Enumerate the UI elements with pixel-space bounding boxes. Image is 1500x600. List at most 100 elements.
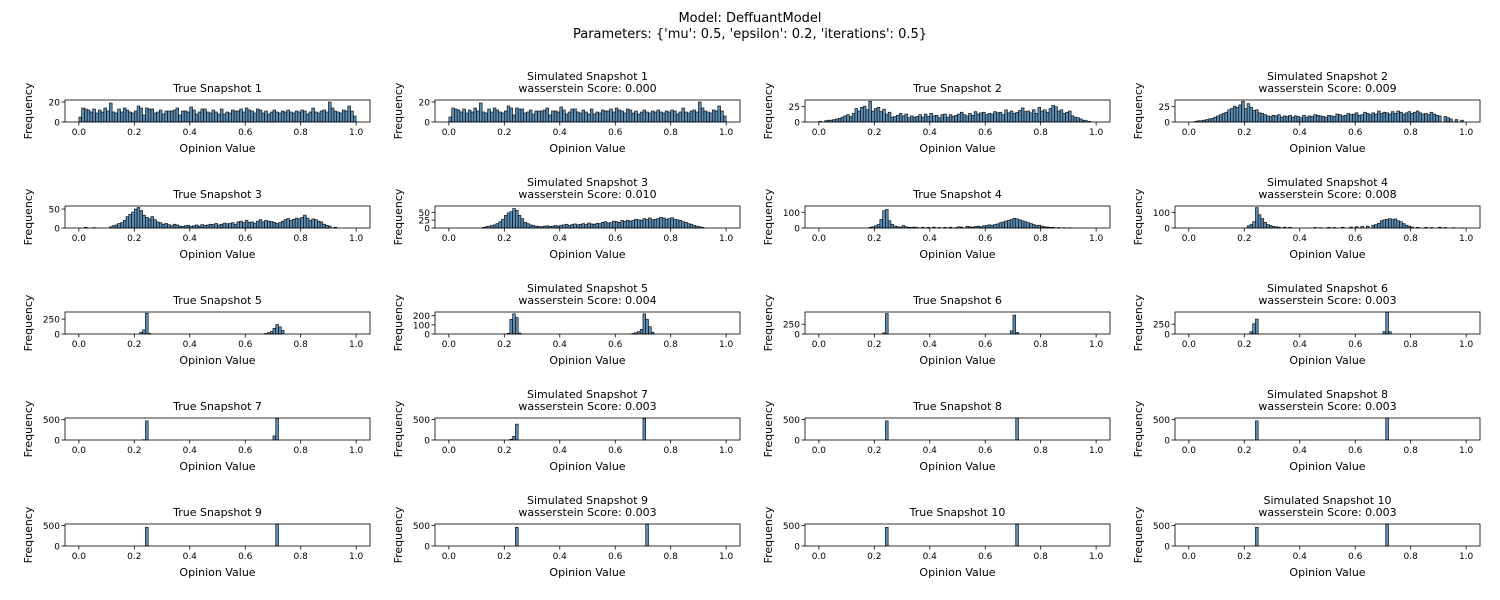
x-tick-label: 1.0 bbox=[349, 446, 364, 456]
x-tick-label: 1.0 bbox=[1089, 446, 1104, 456]
histogram-bar bbox=[167, 224, 171, 229]
histogram-bar bbox=[1385, 311, 1389, 335]
histogram-bar bbox=[172, 223, 177, 229]
histogram-bar bbox=[1263, 222, 1267, 229]
histogram-bar bbox=[1216, 115, 1220, 123]
histogram-bar bbox=[1032, 109, 1036, 123]
histogram-bar bbox=[512, 114, 516, 123]
histogram-bar bbox=[222, 113, 227, 123]
histogram-bar bbox=[339, 112, 343, 123]
x-tick-label: 0.2 bbox=[497, 128, 511, 138]
histogram-bar bbox=[142, 214, 146, 229]
histogram-bar bbox=[687, 112, 691, 123]
x-tick-label: 0.8 bbox=[664, 234, 679, 244]
histogram-bar bbox=[153, 219, 157, 229]
histogram-bar bbox=[581, 109, 586, 123]
x-tick-label: 0.6 bbox=[238, 234, 253, 244]
y-tick-label: 0 bbox=[54, 437, 60, 447]
x-tick-label: 1.0 bbox=[1459, 340, 1474, 350]
x-tick-label: 1.0 bbox=[349, 552, 364, 562]
histogram-bar bbox=[904, 113, 908, 123]
x-tick-label: 0.8 bbox=[664, 552, 679, 562]
histogram-bar bbox=[703, 110, 708, 123]
histogram-bar bbox=[1368, 114, 1373, 123]
histogram-bar bbox=[269, 221, 274, 229]
histogram-bar bbox=[1432, 113, 1436, 123]
histogram-bar bbox=[481, 111, 486, 123]
subplot-title: True Snapshot 8 bbox=[912, 400, 1002, 413]
histogram-bar bbox=[1210, 118, 1215, 123]
histogram-bar bbox=[656, 218, 660, 229]
histogram-bar bbox=[269, 111, 274, 123]
subplot-17: True Snapshot 9 0.0 0.2 0.4 0.6 0.8 1.0 0 500 Opi… bbox=[22, 506, 371, 579]
axes-frame bbox=[1174, 311, 1481, 335]
histogram-bar bbox=[1282, 115, 1287, 123]
histogram-bar bbox=[1404, 224, 1409, 229]
histogram-bar bbox=[857, 110, 861, 123]
histogram-bar bbox=[898, 113, 903, 123]
histogram-bar bbox=[517, 108, 522, 123]
histogram-bar bbox=[650, 219, 655, 229]
histogram-bar bbox=[675, 113, 680, 123]
x-axis-label: Opinion Value bbox=[919, 566, 995, 579]
histogram-bar bbox=[175, 107, 179, 123]
histogram-bar bbox=[297, 218, 301, 229]
x-tick-label: 1.0 bbox=[719, 340, 734, 350]
histogram-bar bbox=[1004, 109, 1008, 123]
x-tick-label: 1.0 bbox=[349, 340, 364, 350]
histogram-bar bbox=[645, 219, 649, 229]
histogram-bar bbox=[695, 111, 699, 123]
histogram-bar bbox=[1399, 221, 1403, 229]
y-tick-label: 0 bbox=[54, 119, 60, 129]
histogram-bar bbox=[860, 107, 864, 123]
histogram-bar bbox=[921, 116, 925, 123]
histogram-bar bbox=[476, 110, 480, 123]
histogram-bar bbox=[250, 221, 254, 229]
histogram-bar bbox=[537, 110, 541, 123]
y-tick-label: 250 bbox=[783, 321, 800, 331]
x-tick-label: 0.4 bbox=[1293, 234, 1308, 244]
histogram-bar bbox=[849, 116, 853, 123]
x-tick-label: 0.2 bbox=[867, 340, 881, 350]
histogram-bar bbox=[998, 111, 1003, 123]
subplot-title: Simulated Snapshot 1 bbox=[527, 70, 648, 83]
histogram-bar bbox=[937, 117, 942, 123]
histogram-bar bbox=[1255, 420, 1259, 441]
histogram-bar bbox=[247, 222, 252, 229]
y-tick-label: 0 bbox=[794, 437, 800, 447]
axes-frame bbox=[434, 311, 741, 335]
histogram-bar bbox=[614, 221, 619, 229]
y-tick-label: 0 bbox=[794, 225, 800, 235]
x-tick-label: 0.2 bbox=[127, 234, 141, 244]
histogram-bar bbox=[885, 420, 889, 441]
histogram-bar bbox=[639, 329, 644, 335]
histogram-bar bbox=[506, 105, 511, 123]
histogram-bar bbox=[962, 114, 967, 123]
histogram-bar bbox=[156, 111, 160, 123]
histogram-bar bbox=[576, 111, 580, 123]
histogram-bar bbox=[1402, 113, 1406, 123]
histogram-bar bbox=[236, 221, 240, 229]
histogram-bar bbox=[484, 112, 488, 123]
histogram-bar bbox=[487, 108, 491, 123]
histogram-bar bbox=[1068, 110, 1072, 123]
x-tick-label: 0.0 bbox=[72, 446, 87, 456]
histogram-bar bbox=[128, 111, 132, 123]
x-tick-label: 0.4 bbox=[553, 552, 568, 562]
histogram-bar bbox=[78, 116, 82, 123]
histogram-bar bbox=[1379, 113, 1384, 123]
x-axis-label: Opinion Value bbox=[919, 142, 995, 155]
histogram-bar bbox=[1379, 220, 1384, 229]
histogram-bar bbox=[1207, 118, 1212, 123]
axes-frame bbox=[804, 417, 1111, 441]
histogram-bar bbox=[1252, 323, 1256, 335]
subplot-title: Simulated Snapshot 5 bbox=[527, 282, 648, 295]
x-tick-label: 0.0 bbox=[1182, 340, 1197, 350]
histogram-bar bbox=[1076, 117, 1080, 123]
histogram-bar bbox=[275, 223, 279, 229]
histogram-bar bbox=[1352, 113, 1356, 123]
histogram-bar bbox=[164, 110, 168, 123]
